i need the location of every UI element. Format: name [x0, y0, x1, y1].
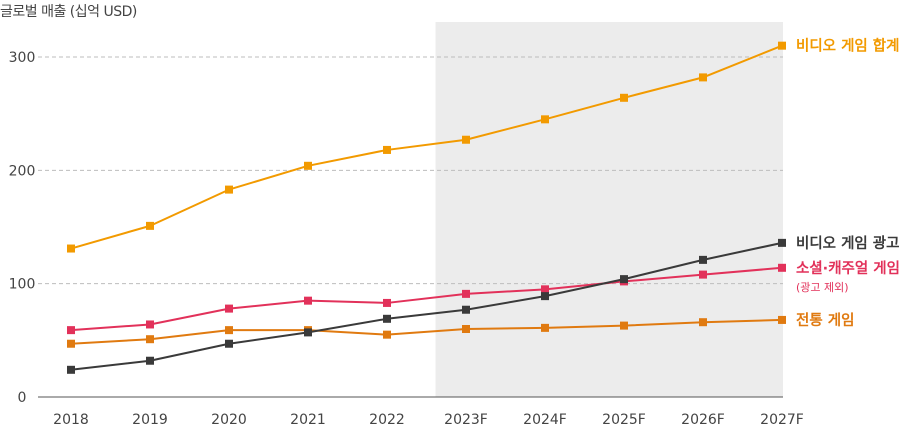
series-label: 비디오 게임 광고	[796, 234, 899, 252]
x-tick-label: 2018	[53, 412, 89, 428]
data-point-marker	[67, 339, 75, 348]
data-point-marker	[699, 255, 707, 264]
data-point-marker	[541, 285, 549, 294]
data-point-marker	[620, 93, 628, 102]
data-point-marker	[383, 145, 391, 154]
data-point-marker	[699, 318, 707, 327]
x-tick-label: 2022	[369, 412, 405, 428]
data-point-marker	[541, 292, 549, 301]
data-point-marker	[225, 185, 233, 194]
y-tick-label: 200	[9, 163, 36, 179]
series-label: 비디오 게임 합계	[796, 38, 899, 55]
data-point-marker	[146, 221, 154, 230]
series-line	[70, 266, 783, 332]
y-tick-label: 300	[9, 50, 36, 66]
data-point-marker	[67, 244, 75, 253]
x-tick-label: 2026F	[681, 412, 725, 428]
data-point-marker	[67, 365, 75, 374]
data-point-marker	[462, 135, 470, 144]
data-point-marker	[462, 305, 470, 314]
x-tick-label: 2019	[132, 412, 168, 428]
data-point-marker	[383, 314, 391, 323]
data-point-marker	[225, 304, 233, 313]
data-point-marker	[541, 323, 549, 332]
y-tick-label: 100	[9, 277, 36, 293]
y-tick-label: 0	[18, 390, 27, 406]
x-tick-label: 2020	[211, 412, 247, 428]
x-tick-label: 2023F	[444, 412, 488, 428]
data-point-marker	[620, 275, 628, 284]
data-point-marker	[146, 335, 154, 344]
data-point-marker	[304, 328, 312, 337]
data-point-marker	[778, 263, 786, 272]
data-point-marker	[225, 339, 233, 348]
data-point-marker	[778, 315, 786, 324]
data-point-marker	[146, 320, 154, 329]
data-point-marker	[383, 298, 391, 307]
x-tick-label: 2024F	[523, 412, 567, 428]
data-point-marker	[778, 41, 786, 50]
data-point-marker	[225, 326, 233, 335]
forecast-shaded-region	[435, 22, 783, 397]
series-label: 전통 게임	[796, 312, 854, 329]
data-point-marker	[699, 270, 707, 279]
x-tick-label: 2021	[290, 412, 326, 428]
data-point-marker	[541, 115, 549, 124]
data-point-marker	[620, 321, 628, 330]
x-tick-label: 2025F	[602, 412, 646, 428]
data-point-marker	[304, 161, 312, 170]
y-axis-title: 글로벌 매출 (십억 USD)	[0, 4, 137, 20]
series-label: 소셜·캐주얼 게임	[796, 260, 900, 277]
data-point-marker	[462, 325, 470, 333]
series-sublabel: (광고 제외)	[796, 281, 849, 294]
series-line	[70, 318, 783, 345]
data-point-marker	[778, 238, 786, 247]
data-point-marker	[699, 73, 707, 82]
data-point-marker	[146, 356, 154, 365]
x-tick-label: 2027F	[760, 412, 804, 428]
series-line	[70, 44, 783, 250]
data-point-marker	[304, 296, 312, 305]
data-point-marker	[383, 330, 391, 339]
data-point-marker	[67, 326, 75, 335]
data-point-marker	[462, 289, 470, 298]
series-line	[70, 241, 783, 371]
